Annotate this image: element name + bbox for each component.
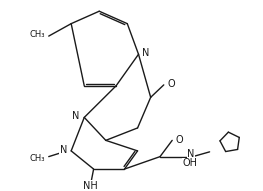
Text: CH₃: CH₃: [29, 30, 44, 39]
Text: N: N: [188, 149, 195, 159]
Text: N: N: [60, 145, 67, 155]
Text: O: O: [175, 135, 183, 145]
Text: CH₃: CH₃: [29, 154, 44, 163]
Text: N: N: [72, 112, 79, 121]
Text: OH: OH: [183, 158, 198, 168]
Text: O: O: [168, 79, 175, 89]
Text: NH: NH: [83, 181, 98, 191]
Text: N: N: [143, 48, 150, 58]
